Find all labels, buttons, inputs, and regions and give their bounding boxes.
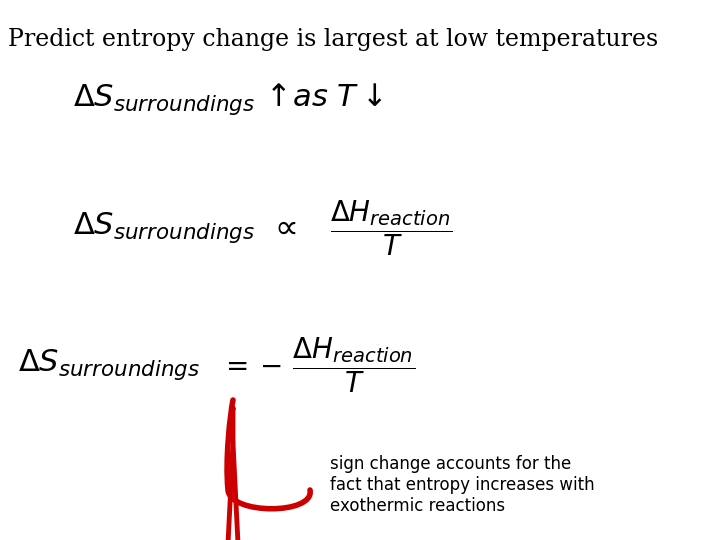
Text: Predict entropy change is largest at low temperatures: Predict entropy change is largest at low… xyxy=(8,28,658,51)
Text: $\dfrac{\Delta H_{reaction}}{T}$: $\dfrac{\Delta H_{reaction}}{T}$ xyxy=(330,198,452,258)
Text: $\Delta S_{surroundings}$: $\Delta S_{surroundings}$ xyxy=(73,83,255,117)
Text: sign change accounts for the
fact that entropy increases with
exothermic reactio: sign change accounts for the fact that e… xyxy=(330,455,595,515)
Text: $\propto$: $\propto$ xyxy=(268,212,297,244)
Text: $= -\,\dfrac{\Delta H_{reaction}}{T}$: $= -\,\dfrac{\Delta H_{reaction}}{T}$ xyxy=(220,335,415,395)
Text: $\uparrow\! as\ T\downarrow$: $\uparrow\! as\ T\downarrow$ xyxy=(260,82,383,112)
Text: $\Delta S_{surroundings}$: $\Delta S_{surroundings}$ xyxy=(73,211,255,246)
Text: $\Delta S_{surroundings}$: $\Delta S_{surroundings}$ xyxy=(18,348,200,382)
